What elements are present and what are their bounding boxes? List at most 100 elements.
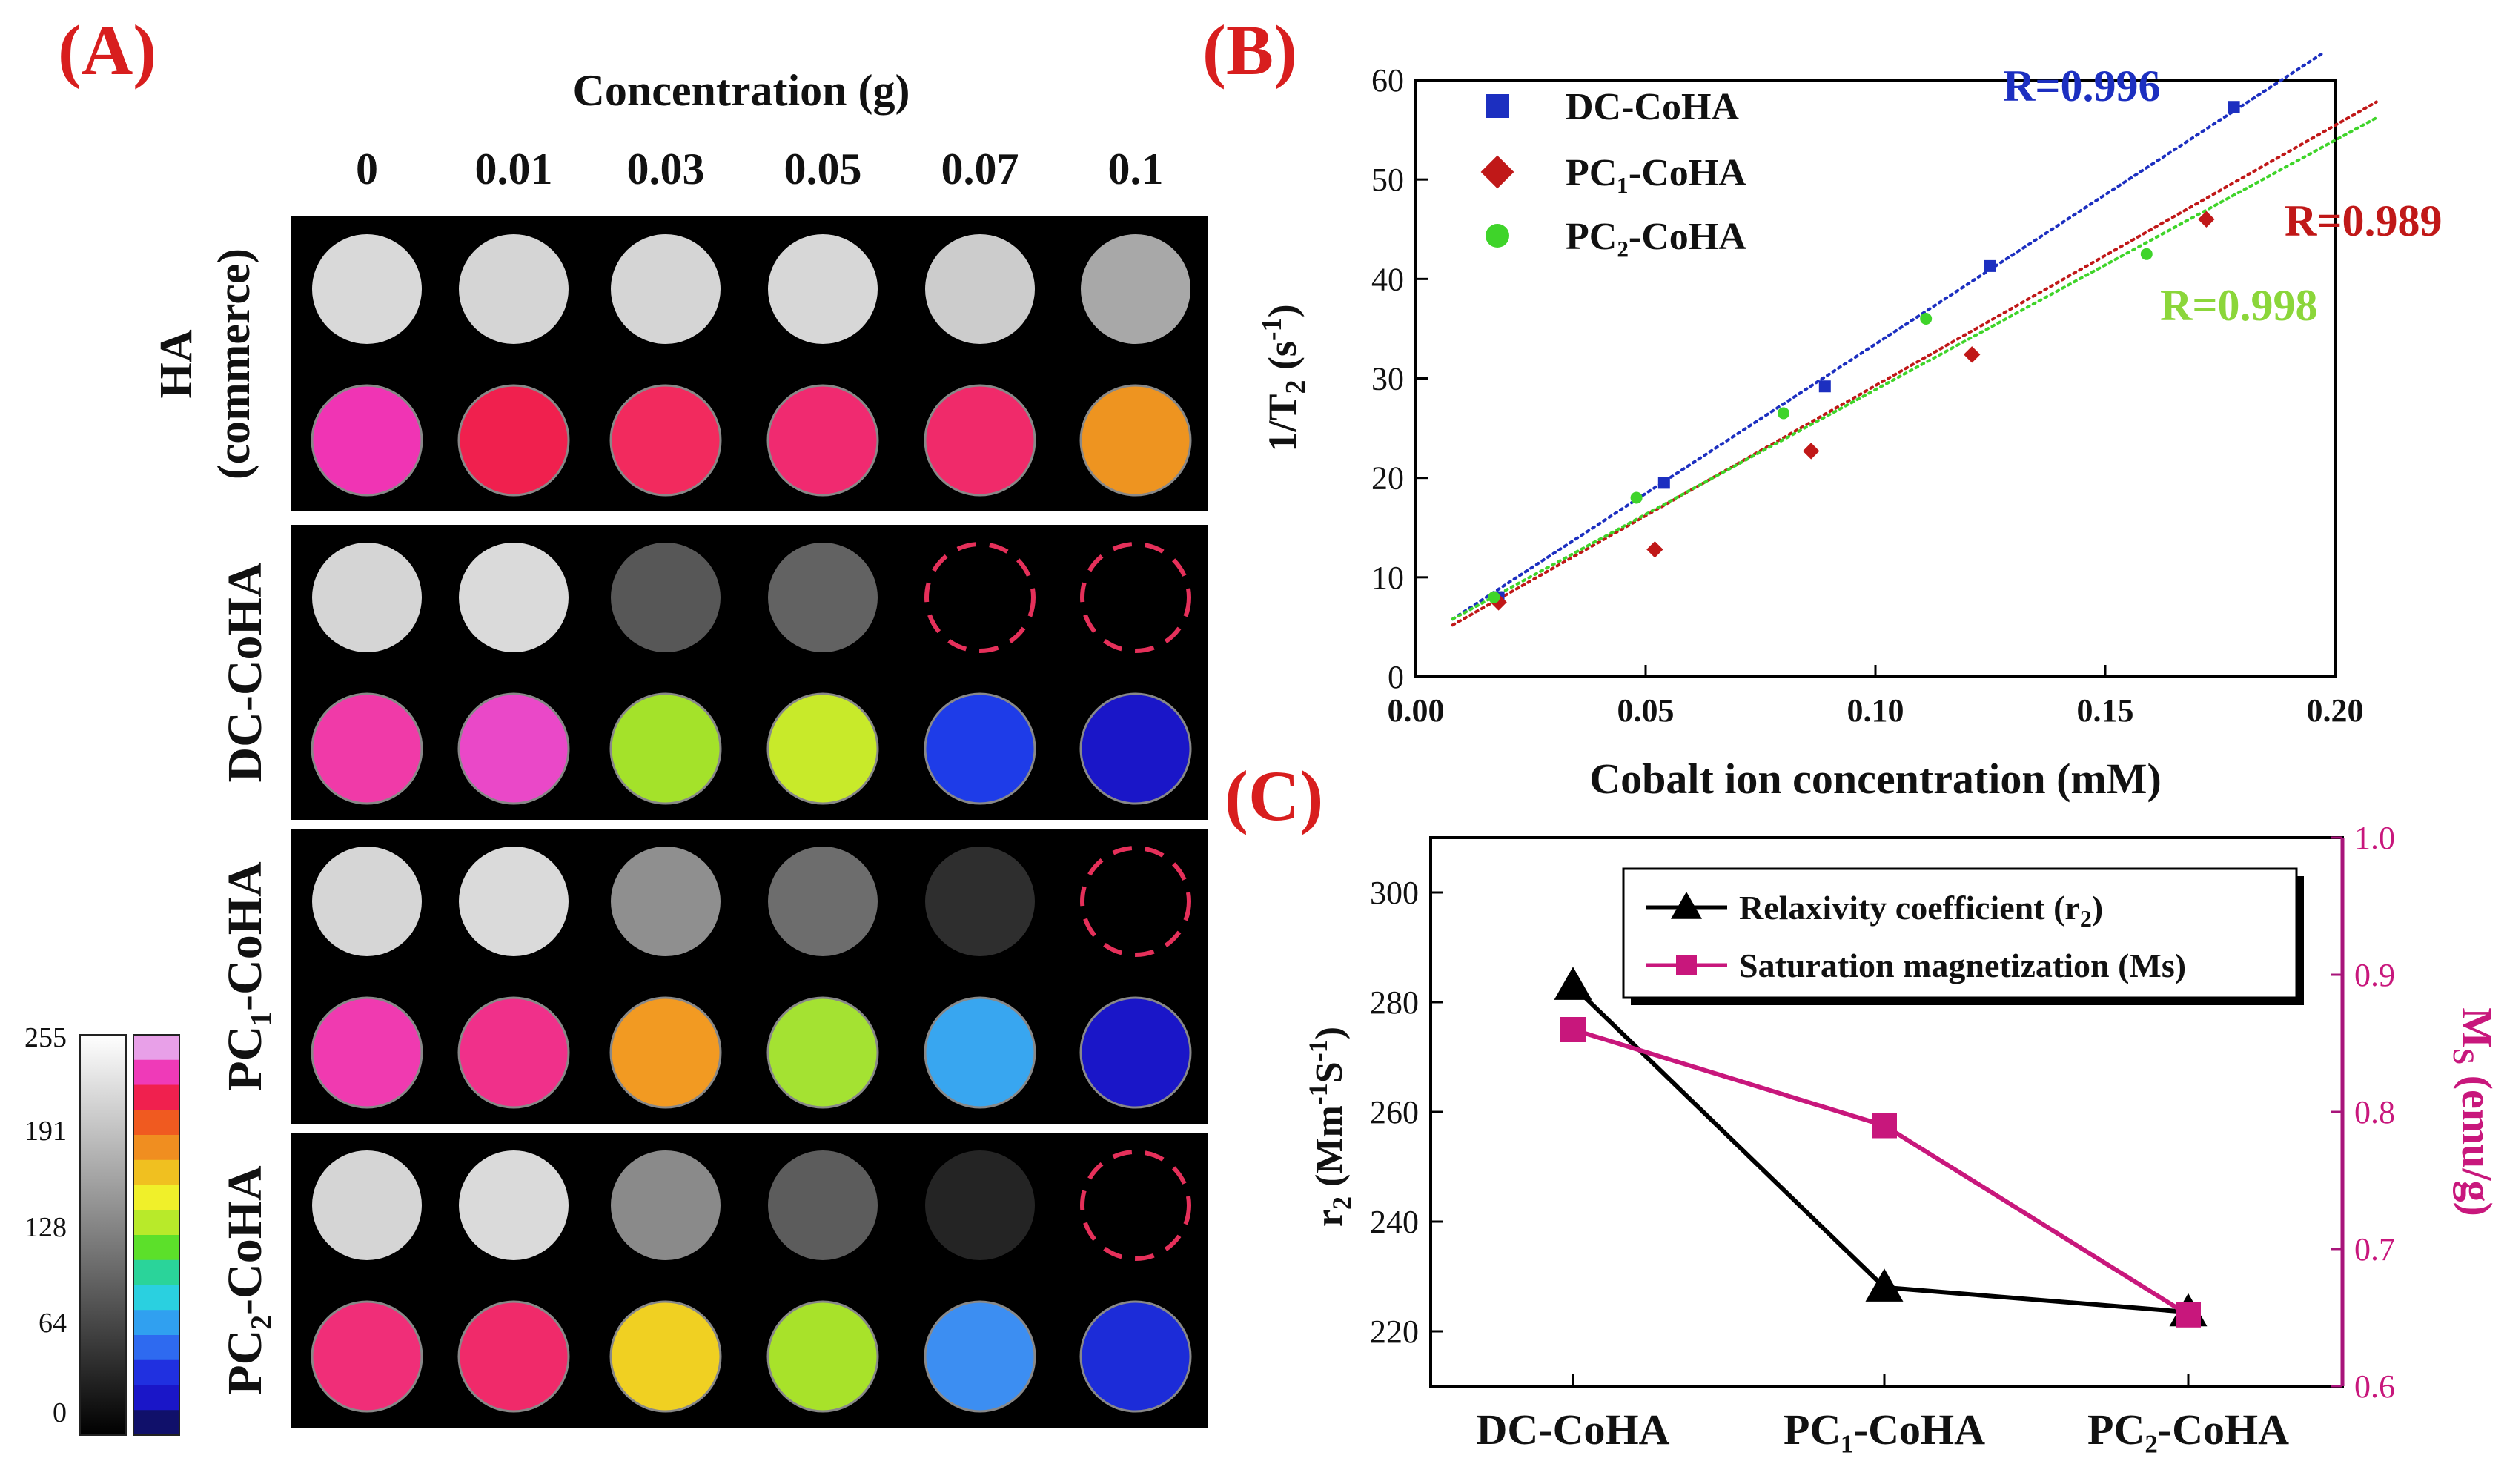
legend-marker-b [1486, 224, 1509, 248]
y-axis-label-right-c: MS (emu/g) [2447, 1007, 2501, 1216]
y-tick-label-b: 30 [1371, 361, 1404, 397]
gray-phantom [611, 1150, 721, 1260]
colorbar-segment [133, 1084, 179, 1110]
gray-phantom [925, 847, 1035, 956]
legend-label-c: Relaxivity coefficient (r2) [1739, 889, 2103, 932]
y-tick-label-right-c: 0.6 [2354, 1368, 2395, 1405]
data-point [2140, 248, 2153, 260]
empty-well-outline [1080, 542, 1191, 653]
colorbar-segment [133, 1285, 179, 1311]
axes-c: 220 240 260 280 300 0.6 0.7 0.8 0.9 1.0 DC-CoHA PC₁… [1370, 820, 2395, 1454]
gray-phantom [611, 543, 721, 652]
color-phantom [766, 996, 879, 1109]
data-point [1964, 346, 1981, 363]
color-phantom [1079, 692, 1192, 805]
legend-c: Relaxivity coefficient (r2) Saturation ma… [1622, 867, 2304, 1005]
data-point [1984, 259, 1996, 272]
gray-phantom [768, 847, 878, 956]
x-category-label-c: DC-CoHA [1477, 1405, 1670, 1454]
colorbar-segment [133, 1385, 179, 1411]
series-lines-c [1554, 967, 2208, 1328]
color-phantom [924, 384, 1036, 497]
row-label: PC₁-CoHA [218, 861, 272, 1091]
legend-b: DC-CoHA PC₁-CoHA PC₂-CoHA [1480, 86, 1746, 258]
r-label: R=0.996 [2003, 62, 2161, 110]
gray-phantom [611, 234, 721, 344]
data-point [2198, 211, 2215, 228]
x-category-label-c: PC₁-CoHA [1784, 1405, 1985, 1454]
fit-lines-b [1451, 53, 2378, 627]
y-tick-label-left-c: 260 [1370, 1094, 1419, 1130]
color-phantom [924, 996, 1036, 1109]
y-tick-label-right-c: 0.9 [2354, 957, 2395, 993]
y-tick-label-b: 60 [1371, 62, 1404, 99]
colorbar-segment [133, 1335, 179, 1361]
concentration-label: 0.01 [475, 145, 553, 193]
panel-label-c: (C) [1225, 756, 1324, 835]
y-tick-label-b: 10 [1371, 560, 1404, 596]
phantom-block [291, 525, 1208, 820]
y-tick-label-left-c: 240 [1370, 1204, 1419, 1240]
y-tick-label-b: 50 [1371, 162, 1404, 198]
colorbar-segment [133, 1359, 179, 1385]
color-phantom [609, 996, 722, 1109]
phantom-block [291, 1133, 1208, 1428]
concentration-label: 0.07 [941, 145, 1019, 193]
y-tick-label-b: 0 [1388, 659, 1404, 695]
colorbar-tick-label: 128 [24, 1212, 67, 1243]
color-phantom [766, 384, 879, 497]
data-point [1778, 407, 1789, 420]
gray-phantom [459, 234, 569, 344]
r-label: R=0.998 [2160, 281, 2318, 330]
color-phantom [766, 1300, 879, 1413]
row-label-sub: (commerce) [209, 248, 259, 480]
colorbar-segment [133, 1410, 179, 1436]
gray-phantom [768, 1150, 878, 1260]
colorbar-segment [133, 1059, 179, 1085]
colorbar: 255 191 128 64 0 [24, 1022, 180, 1436]
colorbar-tick-label: 0 [53, 1397, 67, 1428]
color-phantom [609, 1300, 722, 1413]
legend-box-c [1622, 867, 2298, 999]
data-point [1488, 591, 1500, 603]
color-phantom [311, 692, 423, 805]
y-tick-label-left-c: 300 [1370, 875, 1419, 911]
concentration-header: Concentration (g) [573, 66, 910, 115]
concentration-label: 0.05 [784, 145, 862, 193]
chart-relaxivity: 220 240 260 280 300 0.6 0.7 0.8 0.9 1.0 DC-CoHA PC₁… [1303, 820, 2501, 1454]
empty-well-outline [924, 542, 1036, 653]
y-tick-label-b: 20 [1371, 460, 1404, 497]
colorbar-segment [133, 1110, 179, 1136]
gray-phantom [459, 543, 569, 652]
color-phantom [457, 384, 570, 497]
colorbar-segment [133, 1135, 179, 1161]
y-tick-label-right-c: 0.8 [2354, 1094, 2395, 1130]
data-point [1630, 491, 1643, 504]
x-tick-label-b: 0.20 [2307, 692, 2364, 729]
colorbar-color [133, 1034, 180, 1436]
y-tick-label-b: 40 [1371, 261, 1404, 297]
colorbar-segment [133, 1310, 179, 1336]
legend-marker-c [1671, 892, 1702, 919]
row-label: HA [151, 329, 202, 398]
concentration-label: 0.1 [1108, 145, 1164, 193]
row-labels: HA (commerce) DC-CoHA PC₁-CoHA PC₂-CoHA [151, 248, 272, 1395]
x-category-label-c: PC₂-CoHA [2087, 1405, 2289, 1454]
gray-phantom [611, 847, 721, 956]
y-axis-label-left-c: r2 (Mm-1S-1) [1303, 1027, 1357, 1227]
plot-area-b [1414, 79, 2337, 678]
gray-phantom [312, 847, 422, 956]
color-phantom [457, 692, 570, 805]
data-point [1646, 541, 1663, 558]
color-phantom [1079, 996, 1192, 1109]
legend-label-b: PC₁-CoHA [1566, 152, 1746, 194]
color-phantom [311, 384, 423, 497]
fit-line [1451, 53, 2323, 621]
gray-phantom [459, 847, 569, 956]
data-point [1818, 380, 1831, 393]
legend-label-b: PC₂-CoHA [1566, 216, 1746, 258]
legend-marker-b [1480, 155, 1514, 189]
legend-marker-b [1486, 94, 1509, 118]
colorbar-segment [133, 1235, 179, 1261]
